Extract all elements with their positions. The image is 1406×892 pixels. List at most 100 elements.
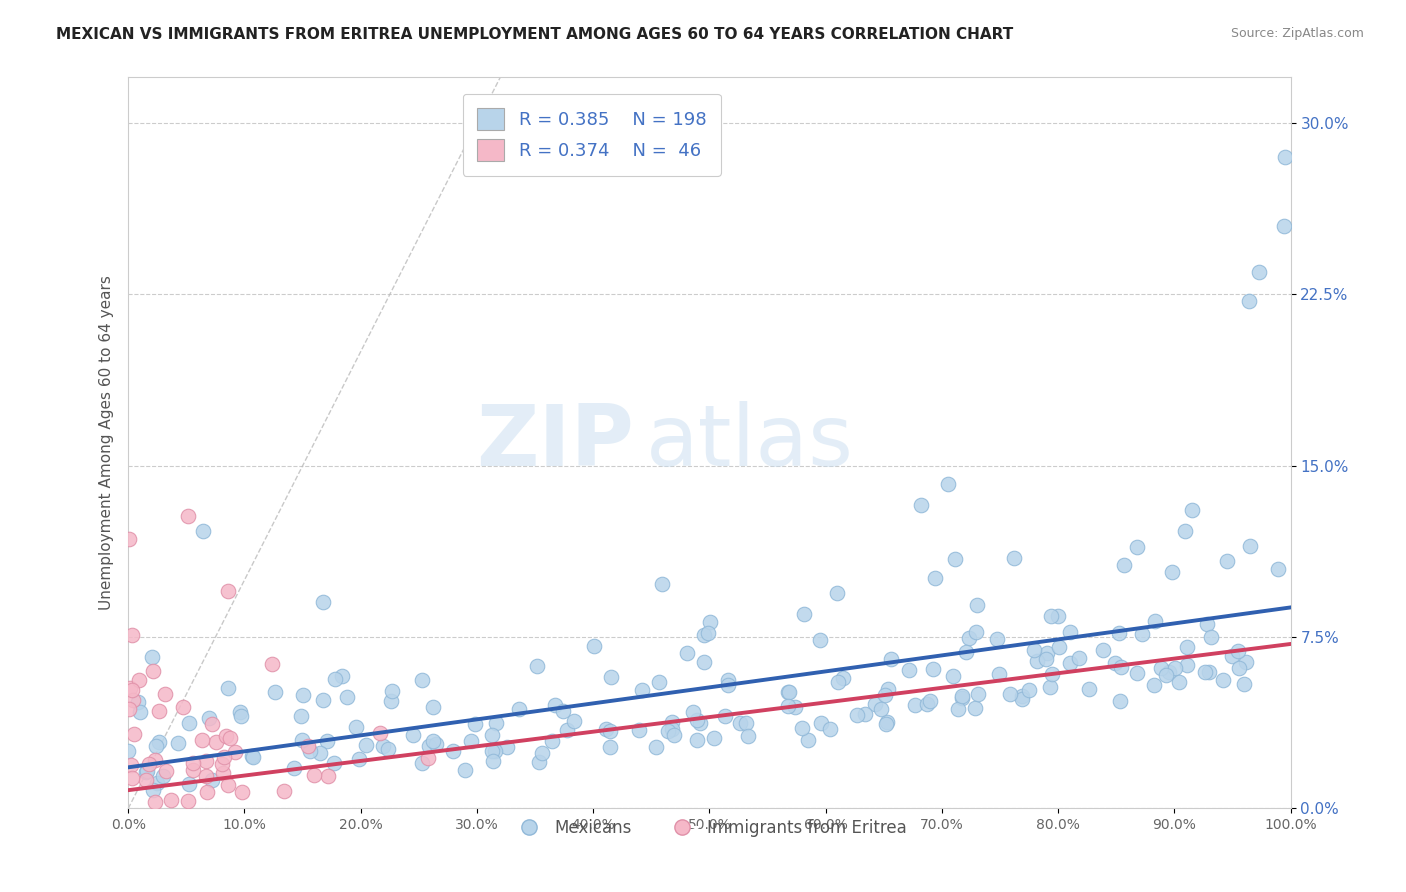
- Point: [717, 673, 740, 687]
- Point: [217, 584, 239, 599]
- Point: [778, 684, 800, 698]
- Point: [242, 750, 264, 764]
- Point: [657, 723, 679, 738]
- Point: [783, 700, 806, 714]
- Y-axis label: Unemployment Among Ages 60 to 64 years: Unemployment Among Ages 60 to 64 years: [100, 276, 114, 610]
- Point: [1024, 642, 1046, 657]
- Point: [967, 687, 990, 701]
- Point: [1092, 643, 1115, 657]
- Point: [1130, 627, 1153, 641]
- Point: [541, 734, 564, 748]
- Point: [986, 632, 1008, 647]
- Point: [122, 727, 145, 741]
- Point: [354, 738, 377, 752]
- Point: [212, 750, 235, 764]
- Point: [142, 665, 165, 679]
- Point: [950, 690, 973, 705]
- Point: [662, 728, 685, 742]
- Point: [1109, 693, 1132, 707]
- Point: [128, 673, 150, 687]
- Point: [1059, 656, 1081, 670]
- Point: [1161, 565, 1184, 579]
- Point: [693, 628, 716, 642]
- Point: [530, 747, 553, 761]
- Point: [155, 687, 177, 701]
- Point: [950, 689, 973, 703]
- Point: [1175, 640, 1198, 654]
- Point: [737, 729, 759, 743]
- Point: [152, 769, 174, 783]
- Point: [1108, 625, 1130, 640]
- Point: [1112, 558, 1135, 572]
- Point: [146, 776, 169, 790]
- Point: [416, 750, 439, 764]
- Point: [1143, 678, 1166, 692]
- Point: [963, 701, 986, 715]
- Point: [898, 663, 921, 677]
- Point: [422, 733, 444, 747]
- Point: [645, 739, 668, 754]
- Point: [696, 625, 718, 640]
- Point: [291, 733, 314, 747]
- Point: [1239, 539, 1261, 553]
- Point: [155, 764, 177, 778]
- Point: [195, 785, 218, 799]
- Point: [863, 697, 886, 711]
- Point: [273, 784, 295, 798]
- Point: [1216, 554, 1239, 568]
- Text: ZIP: ZIP: [477, 401, 634, 484]
- Point: [599, 740, 621, 755]
- Point: [441, 744, 464, 758]
- Point: [181, 756, 204, 770]
- Point: [1197, 617, 1219, 632]
- Point: [717, 678, 740, 692]
- Point: [138, 757, 160, 772]
- Point: [876, 715, 898, 730]
- Point: [177, 509, 200, 524]
- Point: [1157, 665, 1180, 679]
- Point: [1126, 540, 1149, 554]
- Point: [1026, 654, 1049, 668]
- Point: [454, 764, 477, 778]
- Point: [330, 669, 353, 683]
- Point: [1194, 665, 1216, 680]
- Point: [1222, 649, 1244, 664]
- Point: [120, 758, 142, 772]
- Point: [224, 745, 246, 759]
- Point: [283, 761, 305, 775]
- Point: [529, 755, 551, 769]
- Point: [127, 695, 149, 709]
- Point: [948, 702, 970, 716]
- Point: [703, 731, 725, 746]
- Point: [693, 655, 716, 669]
- Point: [917, 697, 939, 711]
- Point: [1047, 640, 1070, 654]
- Point: [418, 739, 440, 754]
- Point: [231, 785, 253, 799]
- Point: [793, 607, 815, 621]
- Point: [735, 716, 758, 731]
- Point: [555, 723, 578, 738]
- Point: [464, 717, 486, 731]
- Point: [194, 754, 217, 768]
- Point: [1156, 668, 1178, 682]
- Text: MEXICAN VS IMMIGRANTS FROM ERITREA UNEMPLOYMENT AMONG AGES 60 TO 64 YEARS CORREL: MEXICAN VS IMMIGRANTS FROM ERITREA UNEMP…: [56, 27, 1014, 42]
- Point: [1239, 294, 1261, 309]
- Point: [344, 720, 367, 734]
- Point: [218, 731, 240, 745]
- Point: [1104, 657, 1126, 671]
- Point: [880, 652, 903, 666]
- Point: [728, 716, 751, 731]
- Point: [1036, 646, 1059, 660]
- Point: [628, 723, 651, 737]
- Point: [160, 793, 183, 807]
- Legend: Mexicans, Immigrants from Eritrea: Mexicans, Immigrants from Eritrea: [506, 813, 912, 844]
- Point: [145, 739, 167, 754]
- Point: [297, 739, 319, 754]
- Point: [924, 571, 946, 585]
- Point: [482, 754, 505, 768]
- Point: [1077, 681, 1099, 696]
- Point: [201, 773, 224, 788]
- Point: [422, 699, 444, 714]
- Point: [1069, 650, 1091, 665]
